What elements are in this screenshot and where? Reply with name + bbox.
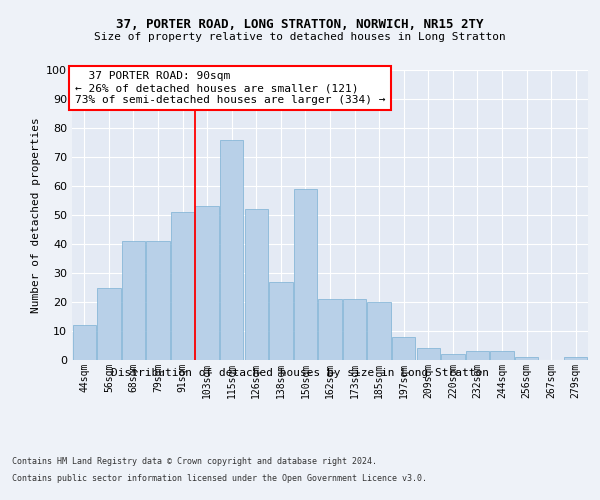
Bar (97, 288, 121, 360)
Bar (319, 299, 341, 360)
Bar (73, 325, 96, 360)
Bar (490, 352, 514, 360)
Text: 37 PORTER ROAD: 90sqm  
← 26% of detached houses are smaller (121)
73% of semi-d: 37 PORTER ROAD: 90sqm ← 26% of detached … (74, 72, 385, 104)
Bar (564, 357, 587, 360)
Text: Size of property relative to detached houses in Long Stratton: Size of property relative to detached ho… (94, 32, 506, 42)
Text: Contains HM Land Registry data © Crown copyright and database right 2024.: Contains HM Land Registry data © Crown c… (12, 458, 377, 466)
Bar (343, 299, 366, 360)
Bar (392, 337, 415, 360)
Text: Contains public sector information licensed under the Open Government Licence v3: Contains public sector information licen… (12, 474, 427, 483)
Bar (367, 302, 391, 360)
Bar (515, 357, 538, 360)
Bar (441, 354, 464, 360)
Bar (220, 140, 244, 360)
Bar (269, 282, 293, 360)
Text: Distribution of detached houses by size in Long Stratton: Distribution of detached houses by size … (111, 368, 489, 378)
Bar (171, 212, 194, 360)
Bar (245, 209, 268, 360)
Y-axis label: Number of detached properties: Number of detached properties (31, 117, 41, 313)
Bar (122, 241, 145, 360)
Text: 37, PORTER ROAD, LONG STRATTON, NORWICH, NR15 2TY: 37, PORTER ROAD, LONG STRATTON, NORWICH,… (116, 18, 484, 30)
Bar (466, 352, 489, 360)
Bar (146, 241, 170, 360)
Bar (416, 348, 440, 360)
Bar (196, 206, 219, 360)
Bar (294, 189, 317, 360)
